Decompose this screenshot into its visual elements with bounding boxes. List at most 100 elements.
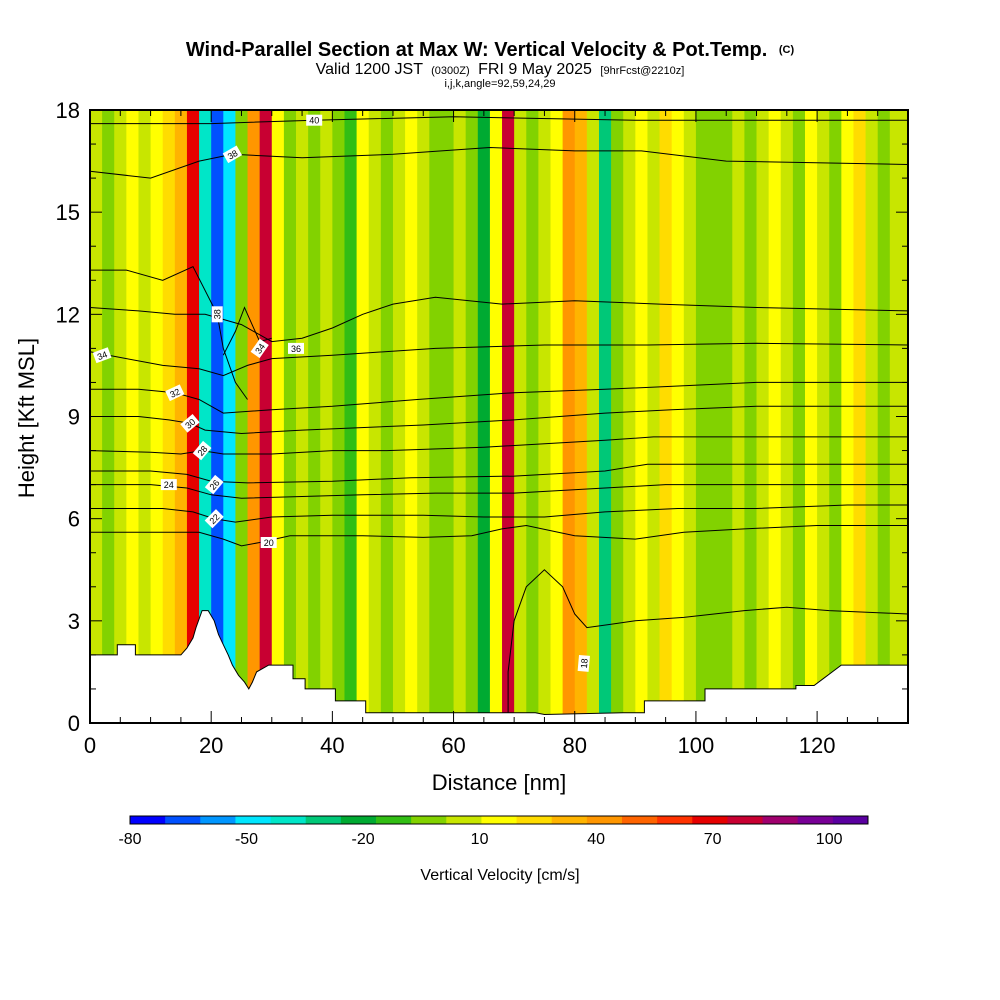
velocity-column-65 (877, 110, 891, 723)
velocity-column-62 (841, 110, 854, 723)
y-tick-label-0: 0 (68, 711, 80, 736)
colorbar-swatch-6 (340, 816, 377, 824)
contour-label-6: 30 (183, 417, 197, 431)
velocity-column-30 (453, 110, 467, 723)
contour-label-group-1: 20 (260, 537, 277, 548)
colorbar-frame (129, 815, 869, 825)
contour-label-bg-2 (204, 509, 224, 529)
contour-label-group-12: 38 (222, 145, 243, 164)
x-tick-label-20: 20 (199, 733, 223, 758)
colorbar-label--80: -80 (118, 831, 141, 848)
colorbar-label-10: 10 (471, 831, 489, 848)
contour-label-0: 18 (579, 658, 590, 669)
velocity-column-33 (489, 110, 503, 723)
velocity-column-42 (598, 110, 612, 723)
velocity-column-39 (562, 110, 576, 723)
contour-line-22-2 (90, 504, 908, 523)
contour-label-group-10: 36 (288, 342, 304, 354)
velocity-column-40 (574, 110, 588, 723)
colorbar-label-100: 100 (816, 831, 843, 848)
velocity-column-60 (817, 110, 830, 723)
colorbar: -80 -50 -20 10 40 70 100 (118, 815, 869, 848)
velocity-column-45 (635, 110, 648, 723)
velocity-column-12 (235, 110, 249, 723)
contour-label-group-4: 26 (204, 474, 224, 495)
contour-label-bg-13 (306, 114, 323, 126)
velocity-column-59 (804, 110, 818, 723)
contour-label-bg-0 (577, 654, 590, 672)
contour-label-group-11: 38 (211, 306, 223, 323)
contour-line-36-10 (90, 296, 908, 343)
velocity-column-21 (344, 110, 358, 723)
contour-line-26-4 (90, 463, 908, 484)
velocity-column-20 (332, 110, 345, 723)
colorbar-swatch-9 (446, 816, 482, 824)
colorbar-title: Vertical Velocity [cm/s] (420, 867, 579, 884)
velocity-column-16 (283, 110, 297, 723)
x-tick-label-60: 60 (441, 733, 465, 758)
velocity-column-24 (380, 110, 394, 723)
contour-label-bg-11 (211, 306, 223, 323)
chart-title: Wind-Parallel Section at Max W: Vertical… (186, 39, 795, 61)
chart-title-mark: (C) (779, 44, 795, 56)
chart-title-text: Wind-Parallel Section at Max W: Vertical… (186, 39, 767, 61)
colorbar-label-70: 70 (704, 831, 722, 848)
velocity-column-58 (792, 110, 806, 723)
colorbar-swatch-12 (551, 816, 588, 824)
velocity-column-11 (223, 110, 236, 723)
x-tick-label-120: 120 (799, 733, 836, 758)
velocity-column-14 (259, 110, 273, 723)
x-tick-label-80: 80 (562, 733, 586, 758)
contour-label-8: 34 (96, 349, 109, 362)
velocity-column-64 (865, 110, 879, 723)
velocity-columns (90, 110, 908, 723)
colorbar-swatch-20 (832, 816, 869, 824)
velocity-column-9 (199, 110, 212, 723)
contour-label-group-0: 18 (577, 654, 590, 672)
colorbar-swatch-2 (200, 816, 236, 824)
contour-label-bg-5 (192, 440, 212, 461)
colorbar-swatch-5 (305, 816, 342, 824)
chart-indices: i,j,k,angle=92,59,24,29 (444, 78, 555, 90)
contour-label-group-7: 32 (165, 384, 185, 402)
y-tick-label-3: 3 (68, 609, 80, 634)
contour-label-5: 28 (195, 444, 209, 458)
velocity-column-19 (320, 110, 333, 723)
velocity-column-22 (356, 110, 370, 723)
velocity-column-35 (514, 110, 527, 723)
contour-line-38-12 (90, 146, 908, 179)
y-axis-label: Height [Kft MSL] (14, 338, 39, 498)
velocity-column-28 (429, 110, 442, 723)
velocity-column-18 (308, 110, 321, 723)
contour-label-3: 24 (164, 480, 174, 490)
colorbar-swatch-11 (516, 816, 553, 824)
contour-line-28-5 (90, 436, 908, 455)
contour-label-group-5: 28 (192, 440, 212, 461)
contour-label-bg-1 (260, 537, 277, 548)
contour-line-18-0 (507, 569, 908, 713)
velocity-column-37 (538, 110, 552, 723)
velocity-column-7 (174, 110, 188, 723)
contour-label-12: 38 (226, 148, 240, 162)
velocity-column-34 (502, 110, 515, 723)
y-tick-label-9: 9 (68, 405, 80, 430)
contour-label-13: 40 (309, 116, 319, 126)
contour-line-24-3 (90, 484, 908, 499)
contour-label-bg-10 (288, 342, 304, 354)
forecast-label: [9hrFcst@2210z] (600, 65, 684, 77)
velocity-column-29 (441, 110, 455, 723)
contour-label-group-3: 24 (160, 479, 177, 491)
contour-label-group-13: 40 (306, 114, 323, 126)
contour-label-4: 26 (208, 478, 222, 492)
colorbar-swatch-13 (586, 816, 623, 824)
velocity-column-36 (526, 110, 539, 723)
colorbar-swatch-14 (622, 816, 658, 824)
contour-label-group-6: 30 (180, 413, 200, 433)
colorbar-swatch-16 (692, 816, 728, 824)
colorbar-swatch-4 (270, 816, 307, 824)
velocity-column-52 (720, 110, 733, 723)
velocity-column-47 (659, 110, 673, 723)
